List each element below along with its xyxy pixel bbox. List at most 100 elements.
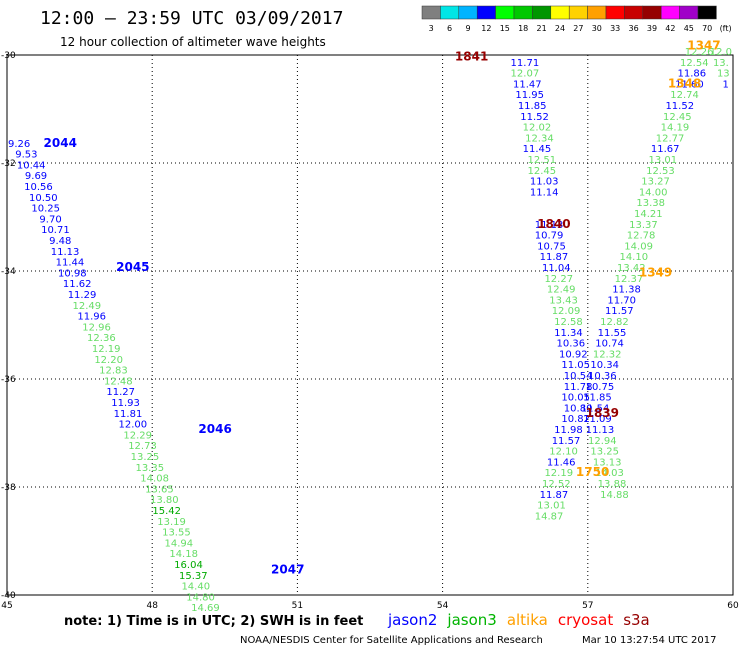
wave-height-value: 12.37 <box>615 274 644 285</box>
wave-height-value: 12.52 <box>542 479 571 490</box>
y-tick-label: -34 <box>1 267 16 277</box>
wave-height-value: 11.85 <box>518 101 547 112</box>
legend-item-altika: altika <box>507 611 548 629</box>
wave-height-value: 12.58 <box>554 317 583 328</box>
colorbar-swatch <box>440 5 460 20</box>
wave-height-value: 10.44 <box>17 160 46 171</box>
wave-height-value: 12.83 <box>99 366 128 377</box>
wave-height-value: 12.78 <box>627 231 656 242</box>
pass-number-label: 1841 <box>455 49 488 63</box>
wave-height-value: 10.56 <box>24 182 53 193</box>
wave-height-value: 13.27 <box>641 177 670 188</box>
y-tick-label: -32 <box>1 159 16 169</box>
colorbar-label: 6 <box>447 24 452 33</box>
pass-number-label: 1347 <box>687 39 720 53</box>
wave-height-value: 11.46 <box>547 457 576 468</box>
wave-height-value: 12.32 <box>593 349 622 360</box>
wave-height-value: 10.82 <box>561 414 590 425</box>
chart-title: 12:00 – 23:59 UTC 03/09/2017 <box>40 8 343 29</box>
colorbar-label: 15 <box>500 24 510 33</box>
colorbar-swatch <box>679 5 699 20</box>
wave-height-value: 11.52 <box>665 101 694 112</box>
colorbar-label: 33 <box>610 24 620 33</box>
wave-height-value: 10.92 <box>559 349 588 360</box>
colorbar-swatch <box>550 5 570 20</box>
pass-number-label: 1839 <box>586 406 619 420</box>
wave-height-value: 12.09 <box>552 306 581 317</box>
wave-height-value: 13.13 <box>593 457 622 468</box>
wave-height-value: 14.10 <box>619 252 648 263</box>
wave-height-value: 10.36 <box>557 339 586 350</box>
wave-height-value: 9.26 <box>8 139 30 150</box>
wave-height-value: 11.70 <box>607 295 636 306</box>
wave-height-value: 12.19 <box>92 344 121 355</box>
wave-height-value: 12.00 <box>119 420 148 431</box>
y-tick-label: -30 <box>1 51 16 61</box>
wave-height-value: 13.37 <box>629 220 658 231</box>
wave-height-value: 13.19 <box>157 517 186 528</box>
colorbar-label: 24 <box>555 24 565 33</box>
wave-height-value: 11.44 <box>56 258 85 269</box>
wave-height-value: 12.45 <box>663 112 692 123</box>
wave-height-value: 10.80 <box>564 403 593 414</box>
colorbar-swatch <box>568 5 588 20</box>
wave-height-value: 14.03 <box>595 468 624 479</box>
colorbar-swatch <box>587 5 607 20</box>
wave-height-value: 14.94 <box>164 538 193 549</box>
pass-number-label: 2045 <box>116 260 149 274</box>
wave-height-value: 11.13 <box>51 247 80 258</box>
colorbar-label: 36 <box>629 24 639 33</box>
track-series: 12.2612.5411.8611.6012.7411.5212.4514.19… <box>581 47 714 501</box>
wave-height-value: 11.57 <box>605 306 634 317</box>
colorbar-label: 27 <box>573 24 583 33</box>
wave-height-value: 10.54 <box>564 371 593 382</box>
wave-height-value: 13 <box>717 69 730 80</box>
colorbar-swatch <box>458 5 478 20</box>
colorbar-label: 21 <box>537 24 547 33</box>
wave-height-value: 12.48 <box>104 376 133 387</box>
colorbar-label: 42 <box>665 24 675 33</box>
pass-number-label: 2047 <box>271 562 304 576</box>
wave-height-value: 13.65 <box>145 484 174 495</box>
wave-height-value: 13.35 <box>135 463 164 474</box>
wave-height-value: 10.75 <box>537 241 566 252</box>
colorbar-label: 70 <box>702 24 712 33</box>
pass-number-label: 1349 <box>639 265 672 279</box>
wave-height-value: 13.01 <box>537 501 566 512</box>
plot-area: 45 48 51 54 57 60-30-32-34-36-38-409.269.5310… <box>1 39 739 615</box>
wave-height-value: 12.34 <box>525 133 554 144</box>
track-series: 12.013.131 <box>710 47 732 90</box>
wave-height-value: 11.93 <box>111 398 140 409</box>
wave-height-value: 14.19 <box>661 123 690 134</box>
note-text: note: 1) Time is in UTC; 2) SWH is in fe… <box>64 614 363 629</box>
legend-item-cryosat: cryosat <box>558 611 613 629</box>
wave-height-value: 14.09 <box>624 241 653 252</box>
wave-height-value: 12.19 <box>544 468 573 479</box>
pass-number-label: 1840 <box>537 217 570 231</box>
wave-height-value: 10.75 <box>586 382 615 393</box>
wave-height-value: 14.87 <box>535 511 564 522</box>
wave-height-value: 11.98 <box>554 425 583 436</box>
wave-height-value: 10.36 <box>588 371 617 382</box>
wave-height-value: 1 <box>723 79 729 90</box>
wave-height-value: 12.0 <box>710 47 732 58</box>
wave-height-value: 13.01 <box>648 155 677 166</box>
wave-height-value: 13.25 <box>131 452 160 463</box>
wave-height-value: 14.00 <box>639 187 668 198</box>
wave-height-value: 14.80 <box>186 592 215 603</box>
y-tick-label: -40 <box>1 591 16 601</box>
wave-height-value: 11.60 <box>675 79 704 90</box>
x-tick-label: 57 <box>582 601 593 611</box>
wave-height-value: 13.43 <box>549 295 578 306</box>
wave-height-value: 12.51 <box>527 155 556 166</box>
wave-height-value: 11.45 <box>523 144 552 155</box>
wave-height-value: 11.67 <box>651 144 680 155</box>
legend-item-s3a: s3a <box>623 611 650 629</box>
wave-height-value: 14.69 <box>191 603 220 614</box>
pass-number-label: 2046 <box>198 422 231 436</box>
wave-height-value: 12.20 <box>94 355 123 366</box>
wave-height-value: 11.04 <box>542 263 571 274</box>
colorbar-label: 30 <box>592 24 602 33</box>
x-tick-label: 45 <box>1 601 12 611</box>
colorbar-swatch <box>421 5 441 20</box>
